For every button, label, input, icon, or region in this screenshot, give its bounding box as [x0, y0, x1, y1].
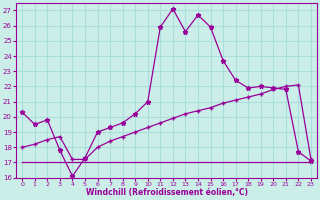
X-axis label: Windchill (Refroidissement éolien,°C): Windchill (Refroidissement éolien,°C)	[85, 188, 248, 197]
